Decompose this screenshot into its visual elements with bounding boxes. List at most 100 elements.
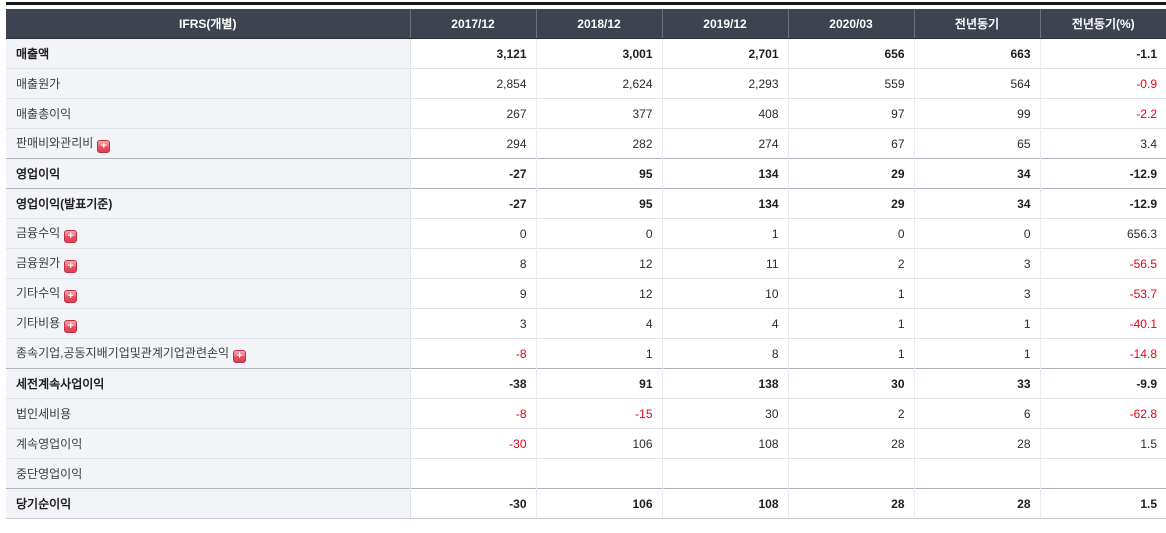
cell-value: 559 <box>787 68 914 99</box>
cell-value: 8 <box>410 248 536 279</box>
row-label-cell: 세전계속사업이익 <box>6 368 411 399</box>
table-row: 중단영업이익 <box>6 458 1166 489</box>
cell-value: 1 <box>787 308 914 339</box>
cell-value: 1.5 <box>1039 488 1166 519</box>
cell-value: -8 <box>410 338 536 369</box>
cell-value: 1 <box>913 308 1040 339</box>
row-label-cell: 영업이익 <box>6 158 411 189</box>
row-label: 기타수익 <box>16 286 61 300</box>
cell-value: 1 <box>913 338 1040 369</box>
row-label-cell: 매출총이익 <box>6 98 411 129</box>
financial-table: IFRS(개별) 2017/12 2018/12 2019/12 2020/03… <box>6 9 1166 519</box>
cell-value: 3,121 <box>410 38 536 69</box>
row-label-cell: 중단영업이익 <box>6 458 411 489</box>
expand-plus-icon[interactable] <box>64 260 78 273</box>
table-row: 매출액 3,121 3,001 2,701 656 663 -1.1 <box>6 38 1166 69</box>
cell-value: -1.1 <box>1039 38 1166 69</box>
row-label-cell: 계속영업이익 <box>6 428 411 459</box>
cell-value: -2.2 <box>1039 98 1166 129</box>
cell-value: 3 <box>913 278 1040 309</box>
cell-value: -8 <box>410 398 536 429</box>
cell-value: 1 <box>535 338 662 369</box>
cell-value: 0 <box>787 218 914 249</box>
cell-value: 656 <box>787 38 914 69</box>
row-label: 영업이익(발표기준) <box>16 197 113 211</box>
cell-value: 108 <box>661 428 788 459</box>
table-row: 금융수익00100656.3 <box>6 218 1166 249</box>
column-header-2019-12: 2019/12 <box>661 9 788 39</box>
row-label-cell: 금융원가 <box>6 248 411 279</box>
cell-value: 656.3 <box>1039 218 1166 249</box>
cell-value: 10 <box>661 278 788 309</box>
cell-value: 3 <box>913 248 1040 279</box>
cell-value: 2,854 <box>410 68 536 99</box>
cell-value: 29 <box>787 188 914 219</box>
cell-value: 97 <box>787 98 914 129</box>
cell-value: 34 <box>913 188 1040 219</box>
cell-value: 294 <box>410 128 536 159</box>
expand-plus-icon[interactable] <box>64 320 78 333</box>
expand-plus-icon[interactable] <box>97 140 111 153</box>
cell-value: 4 <box>535 308 662 339</box>
cell-value: 12 <box>535 248 662 279</box>
cell-value: 282 <box>535 128 662 159</box>
cell-value: 3,001 <box>535 38 662 69</box>
cell-value: 274 <box>661 128 788 159</box>
cell-value: -12.9 <box>1039 158 1166 189</box>
cell-value: 9 <box>410 278 536 309</box>
cell-value <box>535 458 662 489</box>
cell-value: 3.4 <box>1039 128 1166 159</box>
cell-value: 67 <box>787 128 914 159</box>
row-label-cell: 매출액 <box>6 38 411 69</box>
column-header-ifrs: IFRS(개별) <box>6 9 410 39</box>
cell-value: 4 <box>661 308 788 339</box>
cell-value: 95 <box>535 188 662 219</box>
cell-value: 1 <box>787 278 914 309</box>
cell-value: -15 <box>535 398 662 429</box>
table-row: 계속영업이익 -30 106 108 28 28 1.5 <box>6 428 1166 459</box>
cell-value: 34 <box>913 158 1040 189</box>
cell-value: -9.9 <box>1039 368 1166 399</box>
expand-plus-icon[interactable] <box>64 230 78 243</box>
table-row: 세전계속사업이익 -38 91 138 30 33 -9.9 <box>6 368 1166 399</box>
cell-value <box>410 458 536 489</box>
cell-value: -14.8 <box>1039 338 1166 369</box>
expand-plus-icon[interactable] <box>233 350 247 363</box>
cell-value: -12.9 <box>1039 188 1166 219</box>
cell-value: 99 <box>913 98 1040 129</box>
cell-value: 6 <box>913 398 1040 429</box>
cell-value: 28 <box>787 428 914 459</box>
row-label: 기타비용 <box>16 316 61 330</box>
cell-value: 663 <box>913 38 1040 69</box>
cell-value <box>661 458 788 489</box>
row-label-cell: 판매비와관리비 <box>6 128 411 159</box>
cell-value: 29 <box>787 158 914 189</box>
cell-value: 108 <box>661 488 788 519</box>
header-row: IFRS(개별) 2017/12 2018/12 2019/12 2020/03… <box>6 9 1166 39</box>
row-label: 매출총이익 <box>16 107 72 121</box>
row-label-cell: 법인세비용 <box>6 398 411 429</box>
cell-value: 2,701 <box>661 38 788 69</box>
cell-value: 2,624 <box>535 68 662 99</box>
cell-value: 3 <box>410 308 536 339</box>
table-row: 기타비용34411-40.1 <box>6 308 1166 339</box>
cell-value: 2 <box>787 248 914 279</box>
cell-value <box>787 458 914 489</box>
expand-plus-icon[interactable] <box>64 290 78 303</box>
cell-value: 91 <box>535 368 662 399</box>
cell-value: 30 <box>661 398 788 429</box>
cell-value: 65 <box>913 128 1040 159</box>
table-row: 영업이익(발표기준) -27 95 134 29 34 -12.9 <box>6 188 1166 219</box>
cell-value: -40.1 <box>1039 308 1166 339</box>
cell-value: -27 <box>410 158 536 189</box>
row-label-cell: 금융수익 <box>6 218 411 249</box>
cell-value: 1.5 <box>1039 428 1166 459</box>
row-label: 법인세비용 <box>16 407 72 421</box>
row-label: 매출원가 <box>16 77 61 91</box>
cell-value: -0.9 <box>1039 68 1166 99</box>
cell-value: 106 <box>535 488 662 519</box>
financial-statement-panel: IFRS(개별) 2017/12 2018/12 2019/12 2020/03… <box>6 2 1166 519</box>
table-row: 매출총이익 267 377 408 97 99 -2.2 <box>6 98 1166 129</box>
